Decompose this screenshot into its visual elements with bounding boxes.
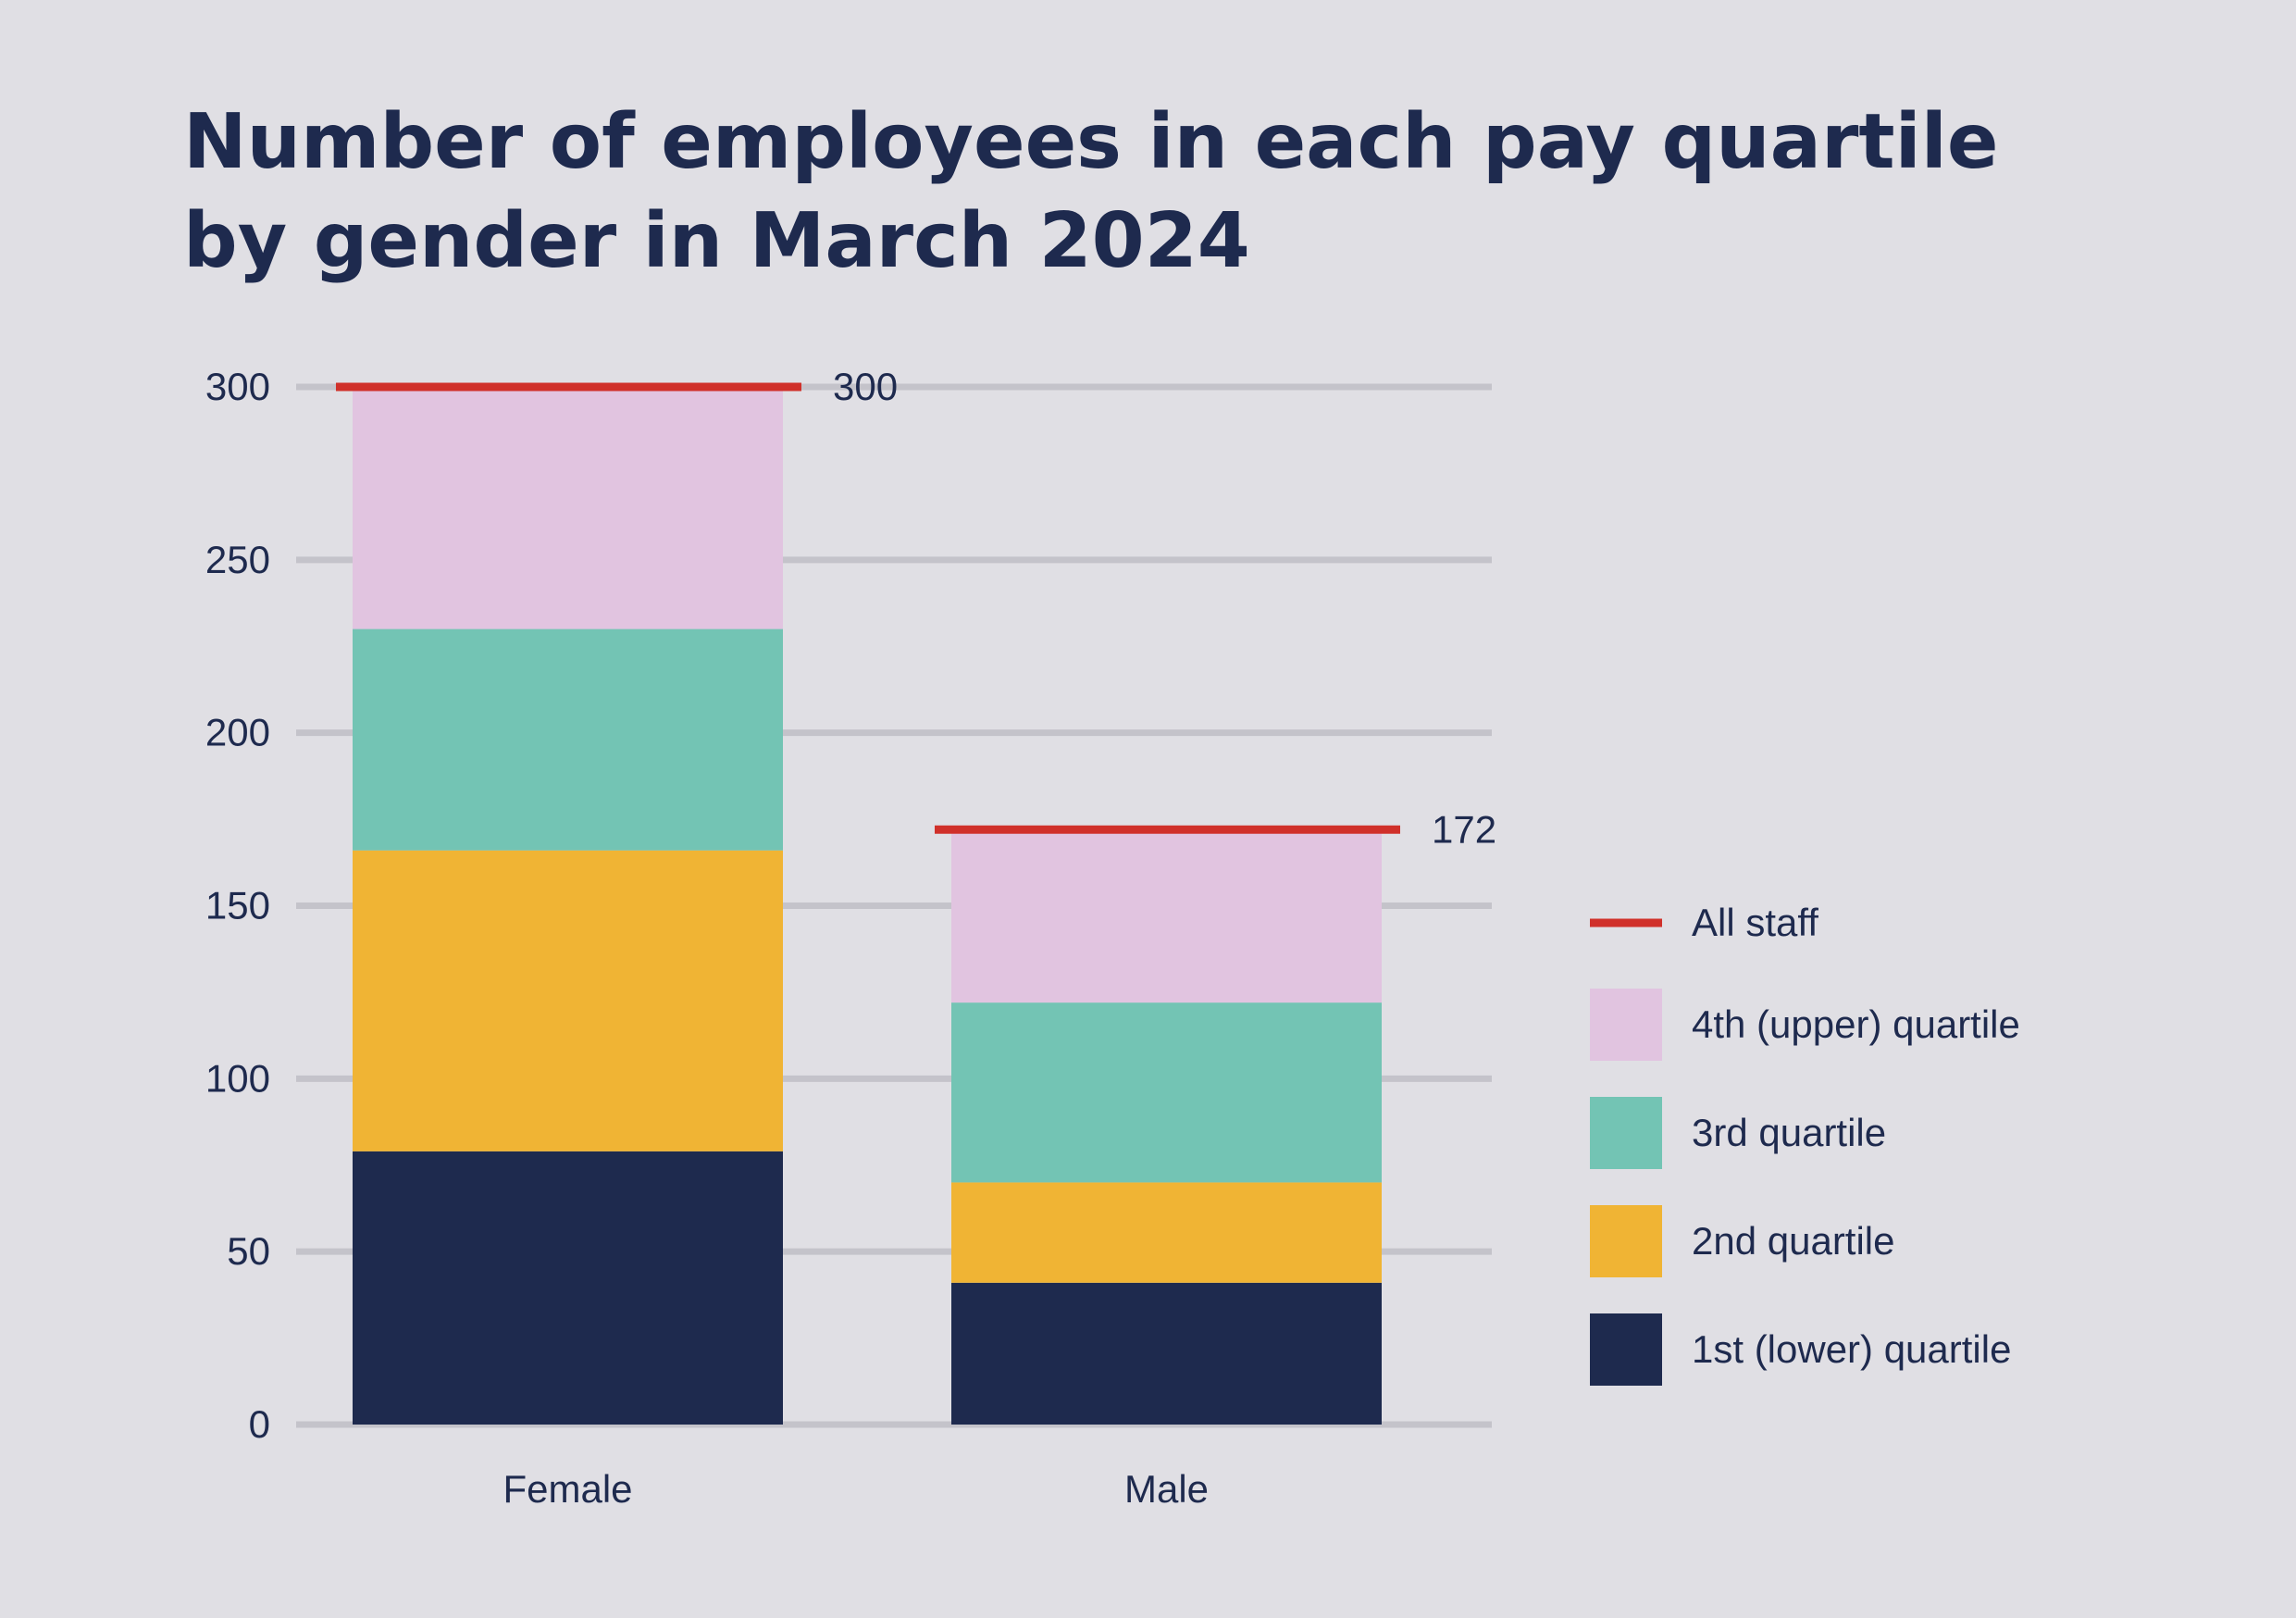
y-tick-label-50: 50 [227,1229,270,1273]
x-tick-label-female: Female [503,1467,632,1511]
total-label-female: 300 [833,365,898,408]
legend-label-q3: 3rd quartile [1692,1111,1886,1154]
bar-female-q1 [353,1151,783,1425]
legend-swatch-q4 [1590,989,1662,1061]
y-tick-label-100: 100 [205,1056,270,1100]
legend-swatch-q1 [1590,1313,1662,1386]
legend-swatch-q2 [1590,1205,1662,1277]
y-tick-label-300: 300 [205,365,270,408]
legend-label-q4: 4th (upper) quartile [1692,1002,2020,1046]
y-tick-label-250: 250 [205,538,270,581]
legend-label-all-staff: All staff [1692,901,1818,944]
bar-female-q3 [353,629,783,851]
bar-male-q4 [951,829,1382,1003]
legend-swatch-q3 [1590,1097,1662,1169]
bar-female-q4 [353,387,783,629]
bar-male-q1 [951,1282,1382,1425]
legend-label-q1: 1st (lower) quartile [1692,1327,2011,1371]
bar-male-q3 [951,1002,1382,1183]
y-tick-label-0: 0 [249,1402,270,1446]
y-tick-label-150: 150 [205,884,270,927]
bar-male-q2 [951,1182,1382,1283]
chart-title: Number of employees in each pay quartile… [183,98,1999,285]
bar-female-q2 [353,850,783,1151]
x-tick-label-male: Male [1124,1467,1209,1511]
y-tick-label-200: 200 [205,711,270,754]
legend-label-q2: 2nd quartile [1692,1219,1895,1263]
total-label-male: 172 [1432,807,1496,851]
